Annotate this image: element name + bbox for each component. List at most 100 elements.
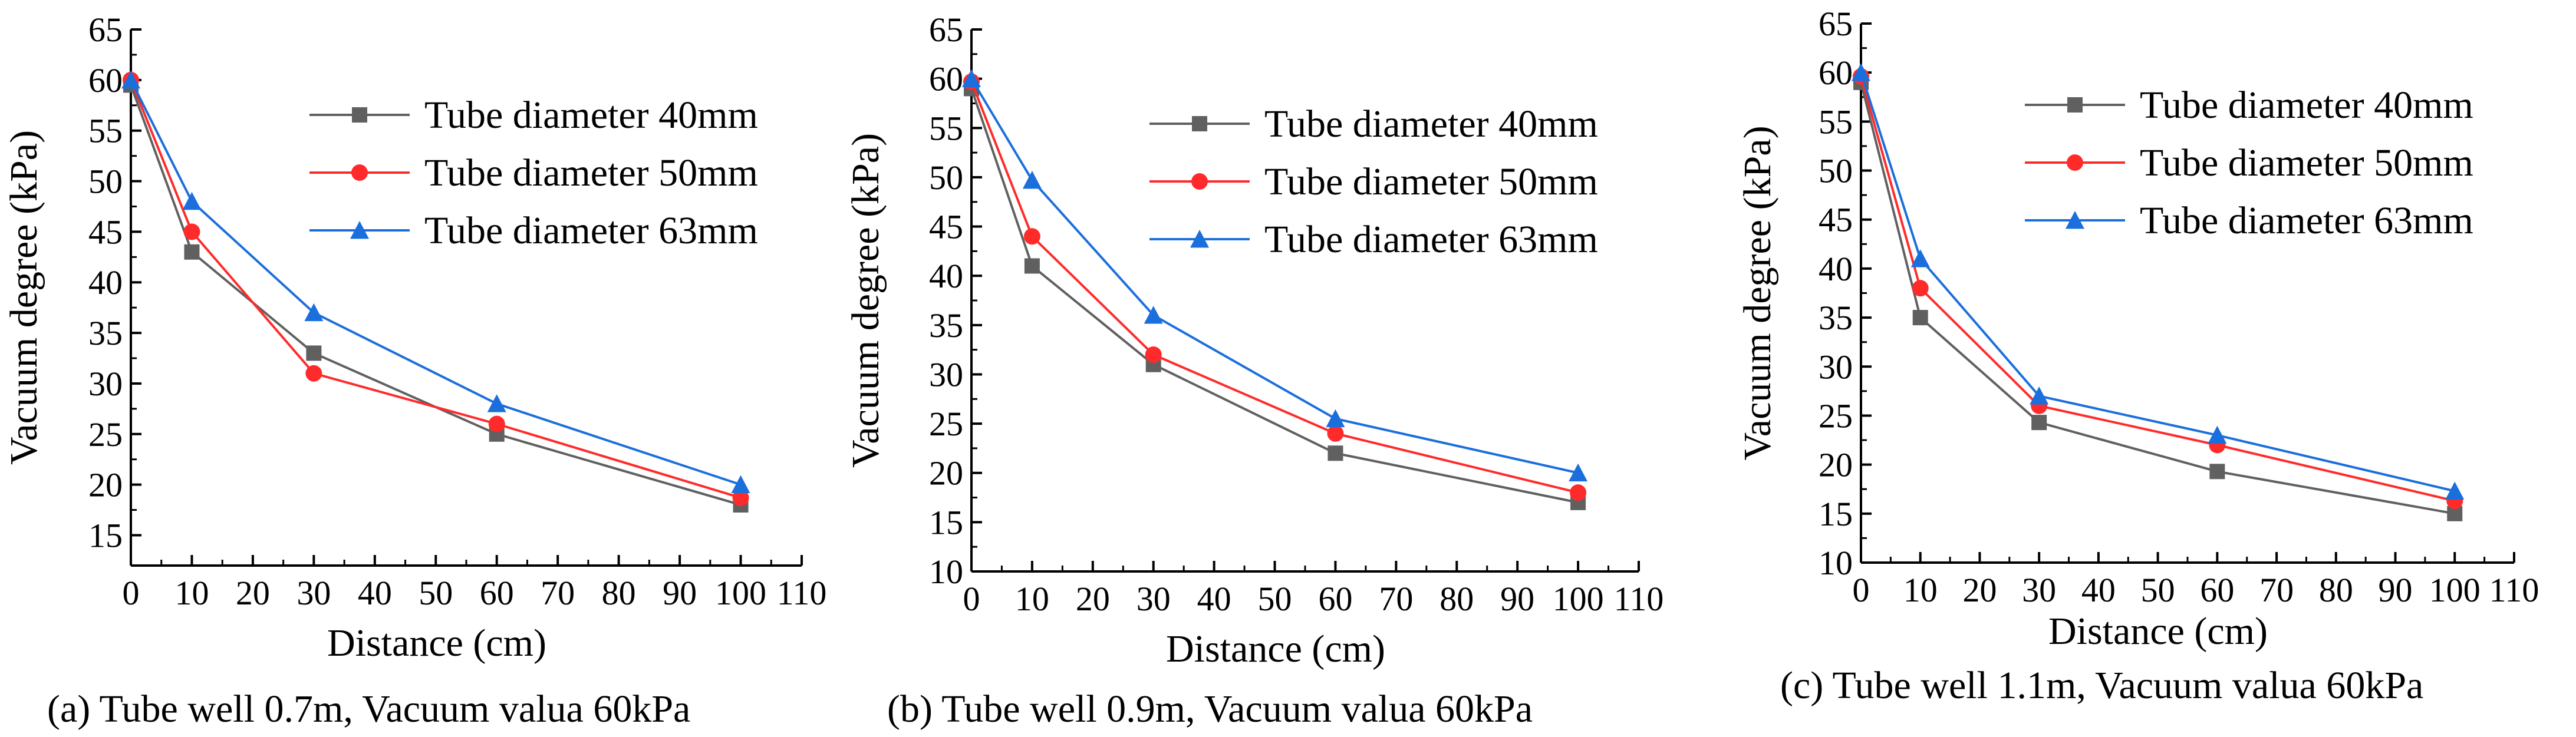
data-point-triangle: [1852, 63, 1870, 81]
y-tick-label: 15: [929, 503, 963, 541]
y-tick-label: 55: [929, 109, 963, 147]
y-axis-title: Vacuum degree (kPa): [1736, 125, 1779, 460]
data-point-square: [306, 345, 322, 361]
legend-marker: [2067, 97, 2083, 113]
panel-caption: (a) Tube well 0.7m, Vacuum valua 60kPa: [47, 688, 690, 731]
legend-label: Tube diameter 63mm: [1264, 218, 1598, 261]
panel-b: 0 10 20 30 40 50 60 70 80 90 100 110101520253035404…: [844, 11, 1663, 731]
y-tick-label: 20: [929, 454, 963, 493]
data-point-square: [1912, 310, 1928, 326]
panel-caption: (c) Tube well 1.1m, Vacuum valua 60kPa: [1780, 664, 2423, 707]
data-point-triangle: [182, 191, 202, 210]
series-line-0: [970, 88, 1579, 504]
y-tick-label: 35: [929, 306, 963, 345]
panel-caption: (b) Tube well 0.9m, Vacuum valua 60kPa: [887, 688, 1533, 731]
x-tick-label: 60: [2200, 571, 2234, 609]
x-tick-label: 60: [1318, 580, 1352, 618]
data-point-circle: [732, 489, 749, 506]
y-tick-label: 40: [929, 257, 963, 295]
x-tick-label: 20: [1962, 571, 1997, 609]
x-tick-label: 80: [1439, 580, 1474, 618]
data-point-circle: [1570, 484, 1587, 501]
data-point-triangle: [487, 394, 506, 412]
x-tick-label: 80: [602, 574, 636, 612]
x-tick-label: 30: [1137, 580, 1171, 618]
x-tick-label: 110: [2489, 571, 2539, 609]
y-tick-label: 40: [1819, 250, 1853, 288]
y-tick-label: 10: [1819, 544, 1853, 582]
data-point-circle: [1023, 228, 1040, 245]
x-tick-label: 80: [2319, 571, 2353, 609]
x-tick-label: 50: [2141, 571, 2175, 609]
x-tick-label: 90: [1500, 580, 1534, 618]
y-tick-label: 45: [1819, 201, 1853, 239]
series-line-1: [1860, 76, 2455, 503]
x-axis-title: Distance (cm): [2048, 610, 2268, 653]
data-point-square: [184, 244, 200, 260]
y-tick-label: 30: [1819, 348, 1853, 386]
legend-label: Tube diameter 63mm: [424, 209, 758, 252]
y-tick-label: 15: [88, 516, 123, 554]
x-tick-label: 50: [419, 574, 453, 612]
y-tick-label: 15: [1819, 495, 1853, 533]
panel-a: 0 10 20 30 40 50 60 70 80 90 100 110 15 20 25 30 35 40 45 5…: [2, 11, 826, 731]
data-point-circle: [488, 415, 505, 432]
y-tick-label: 40: [88, 263, 123, 302]
x-tick-label: 50: [1258, 580, 1292, 618]
y-tick-label: 25: [1819, 396, 1853, 435]
x-tick-label: 30: [297, 574, 331, 612]
y-tick-label: 65: [1819, 5, 1853, 43]
x-tick-label: 10: [1015, 580, 1049, 618]
x-tick-label: 90: [2379, 571, 2413, 609]
y-tick-label: 50: [1819, 152, 1853, 190]
x-axis-title: Distance (cm): [327, 622, 546, 665]
y-tick-label: 55: [1819, 103, 1853, 141]
legend-marker: [1192, 116, 1207, 131]
data-point-triangle: [121, 70, 140, 89]
x-axis-title: Distance (cm): [1166, 627, 1385, 670]
series-line-2: [130, 79, 742, 486]
y-tick-label: 30: [88, 365, 123, 403]
legend-label: Tube diameter 50mm: [1264, 160, 1598, 203]
legend-marker: [2067, 154, 2083, 171]
data-point-triangle: [2208, 425, 2227, 444]
x-tick-label: 0: [123, 574, 140, 612]
x-tick-label: 30: [2022, 571, 2056, 609]
x-tick-label: 100: [1553, 580, 1604, 618]
data-point-triangle: [1326, 409, 1345, 428]
legend-marker: [350, 221, 369, 239]
data-point-triangle: [2445, 481, 2465, 500]
y-tick-label: 10: [929, 553, 963, 591]
data-point-circle: [1912, 280, 1929, 297]
data-point-circle: [1327, 425, 1344, 442]
legend-marker: [1190, 230, 1209, 248]
data-point-square: [1327, 445, 1343, 461]
y-tick-label: 25: [929, 405, 963, 443]
x-tick-label: 110: [777, 574, 827, 612]
data-point-triangle: [1144, 306, 1163, 324]
y-tick-label: 50: [929, 158, 963, 197]
data-point-triangle: [731, 475, 750, 494]
y-tick-label: 50: [88, 163, 123, 201]
y-tick-label: 35: [88, 314, 123, 352]
data-point-triangle: [1022, 170, 1042, 189]
y-tick-label: 25: [88, 415, 123, 454]
x-tick-label: 90: [663, 574, 697, 612]
y-axis-title: Vacuum degree (kPa): [844, 133, 887, 468]
y-tick-label: 45: [88, 213, 123, 251]
y-tick-label: 60: [88, 61, 123, 100]
y-tick-label: 60: [1819, 54, 1853, 92]
legend-label: Tube diameter 40mm: [1264, 103, 1598, 146]
x-tick-label: 0: [1853, 571, 1870, 609]
legend-label: Tube diameter 50mm: [2140, 141, 2473, 184]
x-tick-label: 70: [1379, 580, 1413, 618]
x-tick-label: 10: [1903, 571, 1938, 609]
data-point-triangle: [962, 69, 981, 88]
data-point-triangle: [2030, 386, 2049, 405]
data-point-square: [2209, 464, 2225, 480]
legend-marker: [1191, 173, 1208, 190]
y-tick-label: 20: [88, 466, 123, 504]
series-line-2: [1860, 72, 2455, 493]
y-tick-label: 55: [88, 112, 123, 150]
x-tick-label: 20: [1076, 580, 1110, 618]
